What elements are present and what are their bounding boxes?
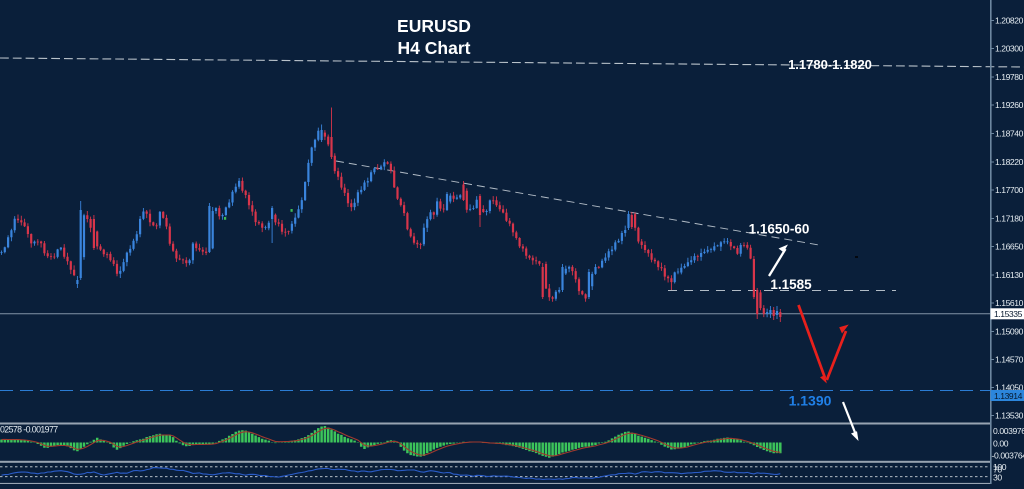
svg-text:02578 -0.001977: 02578 -0.001977 (0, 425, 58, 435)
svg-text:-0.003764: -0.003764 (992, 451, 1024, 461)
svg-text:1.13914: 1.13914 (994, 391, 1023, 401)
svg-text:1.15090: 1.15090 (995, 327, 1024, 337)
svg-text:0.00: 0.00 (993, 439, 1009, 449)
svg-text:1.15610: 1.15610 (995, 298, 1024, 308)
svg-text:1.1390: 1.1390 (789, 393, 832, 409)
svg-text:1.13530: 1.13530 (995, 411, 1024, 421)
svg-text:1.16650: 1.16650 (995, 242, 1024, 252)
svg-text:1.1780-1.1820: 1.1780-1.1820 (788, 57, 872, 72)
svg-text:1.14570: 1.14570 (995, 355, 1024, 365)
svg-text:EURUSD: EURUSD (397, 16, 471, 36)
svg-text:1.1650-60: 1.1650-60 (749, 222, 810, 237)
svg-text:1.17180: 1.17180 (995, 214, 1024, 224)
svg-text:1.16130: 1.16130 (995, 270, 1024, 280)
svg-text:H4 Chart: H4 Chart (398, 38, 471, 58)
svg-text:1.19780: 1.19780 (995, 72, 1024, 82)
svg-text:1.19260: 1.19260 (995, 100, 1024, 110)
svg-text:1.15335: 1.15335 (994, 309, 1023, 319)
svg-text:0.003976: 0.003976 (993, 426, 1024, 436)
svg-text:30: 30 (993, 473, 1002, 483)
svg-text:1.20820: 1.20820 (995, 16, 1024, 26)
svg-text:1.18740: 1.18740 (995, 129, 1024, 139)
svg-text:1.17700: 1.17700 (995, 185, 1024, 195)
svg-text:1.20300: 1.20300 (995, 44, 1024, 54)
svg-text:1.18220: 1.18220 (995, 157, 1024, 167)
svg-text:1.1585: 1.1585 (770, 277, 812, 292)
